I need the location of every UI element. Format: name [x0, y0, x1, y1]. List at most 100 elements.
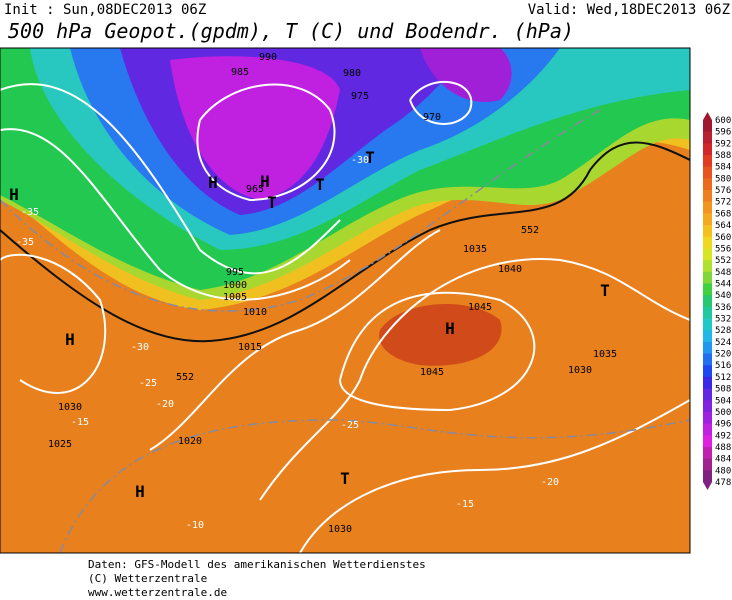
valid-time: Valid: Wed,18DEC2013 06Z — [528, 2, 730, 18]
color-swatch — [703, 190, 712, 203]
pressure-center: T — [267, 193, 277, 212]
footer-line: (C) Wetterzentrale — [88, 572, 207, 585]
color-swatch — [703, 120, 712, 133]
color-swatch — [703, 131, 712, 144]
pressure-center: H — [208, 173, 218, 192]
colorbar-end — [703, 482, 712, 490]
colorbar-label: 508 — [715, 385, 731, 395]
color-swatch — [703, 376, 712, 390]
map-frame — [0, 47, 691, 554]
pressure-center: H — [135, 482, 145, 501]
footer-line: www.wetterzentrale.de — [88, 586, 227, 599]
color-swatch — [703, 423, 712, 436]
colorbar-label: 488 — [715, 443, 731, 453]
isobar-label: 1030 — [328, 524, 352, 535]
colorbar-label: 560 — [715, 233, 731, 243]
color-swatch — [703, 248, 712, 261]
color-swatch — [703, 155, 712, 168]
colorbar-label: 576 — [715, 186, 731, 196]
color-swatch — [703, 458, 712, 471]
color-swatch — [703, 435, 712, 448]
colorbar-label: 596 — [715, 128, 731, 138]
color-swatch — [703, 341, 712, 355]
colorbar-label: 548 — [715, 268, 731, 278]
temperature-label: -35 — [16, 237, 34, 248]
isobar-label: 1015 — [238, 342, 262, 353]
colorbar-label: 512 — [715, 373, 731, 383]
temperature-label: -30 — [351, 155, 369, 166]
temperature-label: -35 — [21, 207, 39, 218]
colorbar-label: 588 — [715, 151, 731, 161]
pressure-center: H — [445, 319, 455, 338]
pressure-center: T — [600, 281, 610, 300]
colorbar-label: 552 — [715, 256, 731, 266]
color-swatch — [703, 143, 712, 156]
pressure-center: T — [365, 148, 375, 167]
temperature-label: -15 — [456, 499, 474, 510]
color-swatch — [703, 271, 712, 284]
colorbar-label: 480 — [715, 466, 731, 476]
isobar-label: 980 — [343, 68, 361, 79]
colorbar-label: 484 — [715, 455, 731, 465]
temperature-label: -20 — [541, 477, 559, 488]
colorbar-label: 564 — [715, 221, 731, 231]
color-swatch — [703, 353, 712, 366]
pressure-center: H — [260, 172, 270, 191]
color-swatch — [703, 470, 712, 483]
colorbar-label: 528 — [715, 326, 731, 336]
color-swatch — [703, 166, 712, 179]
isobar-label: 1045 — [468, 302, 492, 313]
isobar-label: 1030 — [568, 365, 592, 376]
isobar-label: 552 — [521, 225, 539, 236]
colorbar-label: 500 — [715, 408, 731, 418]
pressure-center: T — [340, 469, 350, 488]
isobar-label: 1035 — [593, 349, 617, 360]
isobar-label: 1005 — [223, 292, 247, 303]
colorbar-label: 580 — [715, 174, 731, 184]
isobar-label: 1035 — [463, 244, 487, 255]
colorbar-end — [703, 112, 712, 120]
colorbar-label: 540 — [715, 291, 731, 301]
isobar-label: 985 — [231, 67, 249, 78]
colorbar-label: 544 — [715, 279, 731, 289]
isobar-label: 1020 — [178, 436, 202, 447]
colorbar-label: 600 — [715, 116, 731, 126]
color-swatch — [703, 213, 712, 226]
temperature-label: -15 — [71, 417, 89, 428]
color-swatch — [703, 330, 712, 343]
colorbar-label: 516 — [715, 361, 731, 371]
isobar-label: 970 — [423, 112, 441, 123]
isobar-label: 1010 — [243, 307, 267, 318]
temperature-label: -25 — [139, 378, 157, 389]
map-title: 500 hPa Geopot.(gpdm), T (C) und Bodendr… — [8, 19, 574, 43]
temperature-label: -30 — [131, 342, 149, 353]
color-swatch — [703, 411, 712, 425]
colorbar-label: 492 — [715, 431, 731, 441]
color-swatch — [703, 283, 712, 296]
color-swatch — [703, 400, 712, 413]
color-swatch — [703, 446, 712, 460]
footer-line: Daten: GFS-Modell des amerikanischen Wet… — [88, 558, 426, 571]
isobar-label: 1040 — [498, 264, 522, 275]
color-swatch — [703, 260, 712, 273]
color-swatch — [703, 178, 712, 191]
color-swatch — [703, 306, 712, 320]
colorbar-label: 592 — [715, 139, 731, 149]
temperature-label: -25 — [341, 420, 359, 431]
map-field — [0, 48, 690, 553]
color-swatch — [703, 365, 712, 378]
isobar-label: 1030 — [58, 402, 82, 413]
colorbar-label: 572 — [715, 198, 731, 208]
temperature-label: -10 — [186, 520, 204, 531]
isobar-label: 975 — [351, 91, 369, 102]
isobar-label: 1000 — [223, 280, 247, 291]
color-swatch — [703, 225, 712, 238]
isobar-label: 1045 — [420, 367, 444, 378]
pressure-center: T — [315, 175, 325, 194]
color-swatch — [703, 236, 712, 249]
color-swatch — [703, 318, 712, 331]
init-time: Init : Sun,08DEC2013 06Z — [4, 2, 206, 18]
colorbar-label: 520 — [715, 350, 731, 360]
